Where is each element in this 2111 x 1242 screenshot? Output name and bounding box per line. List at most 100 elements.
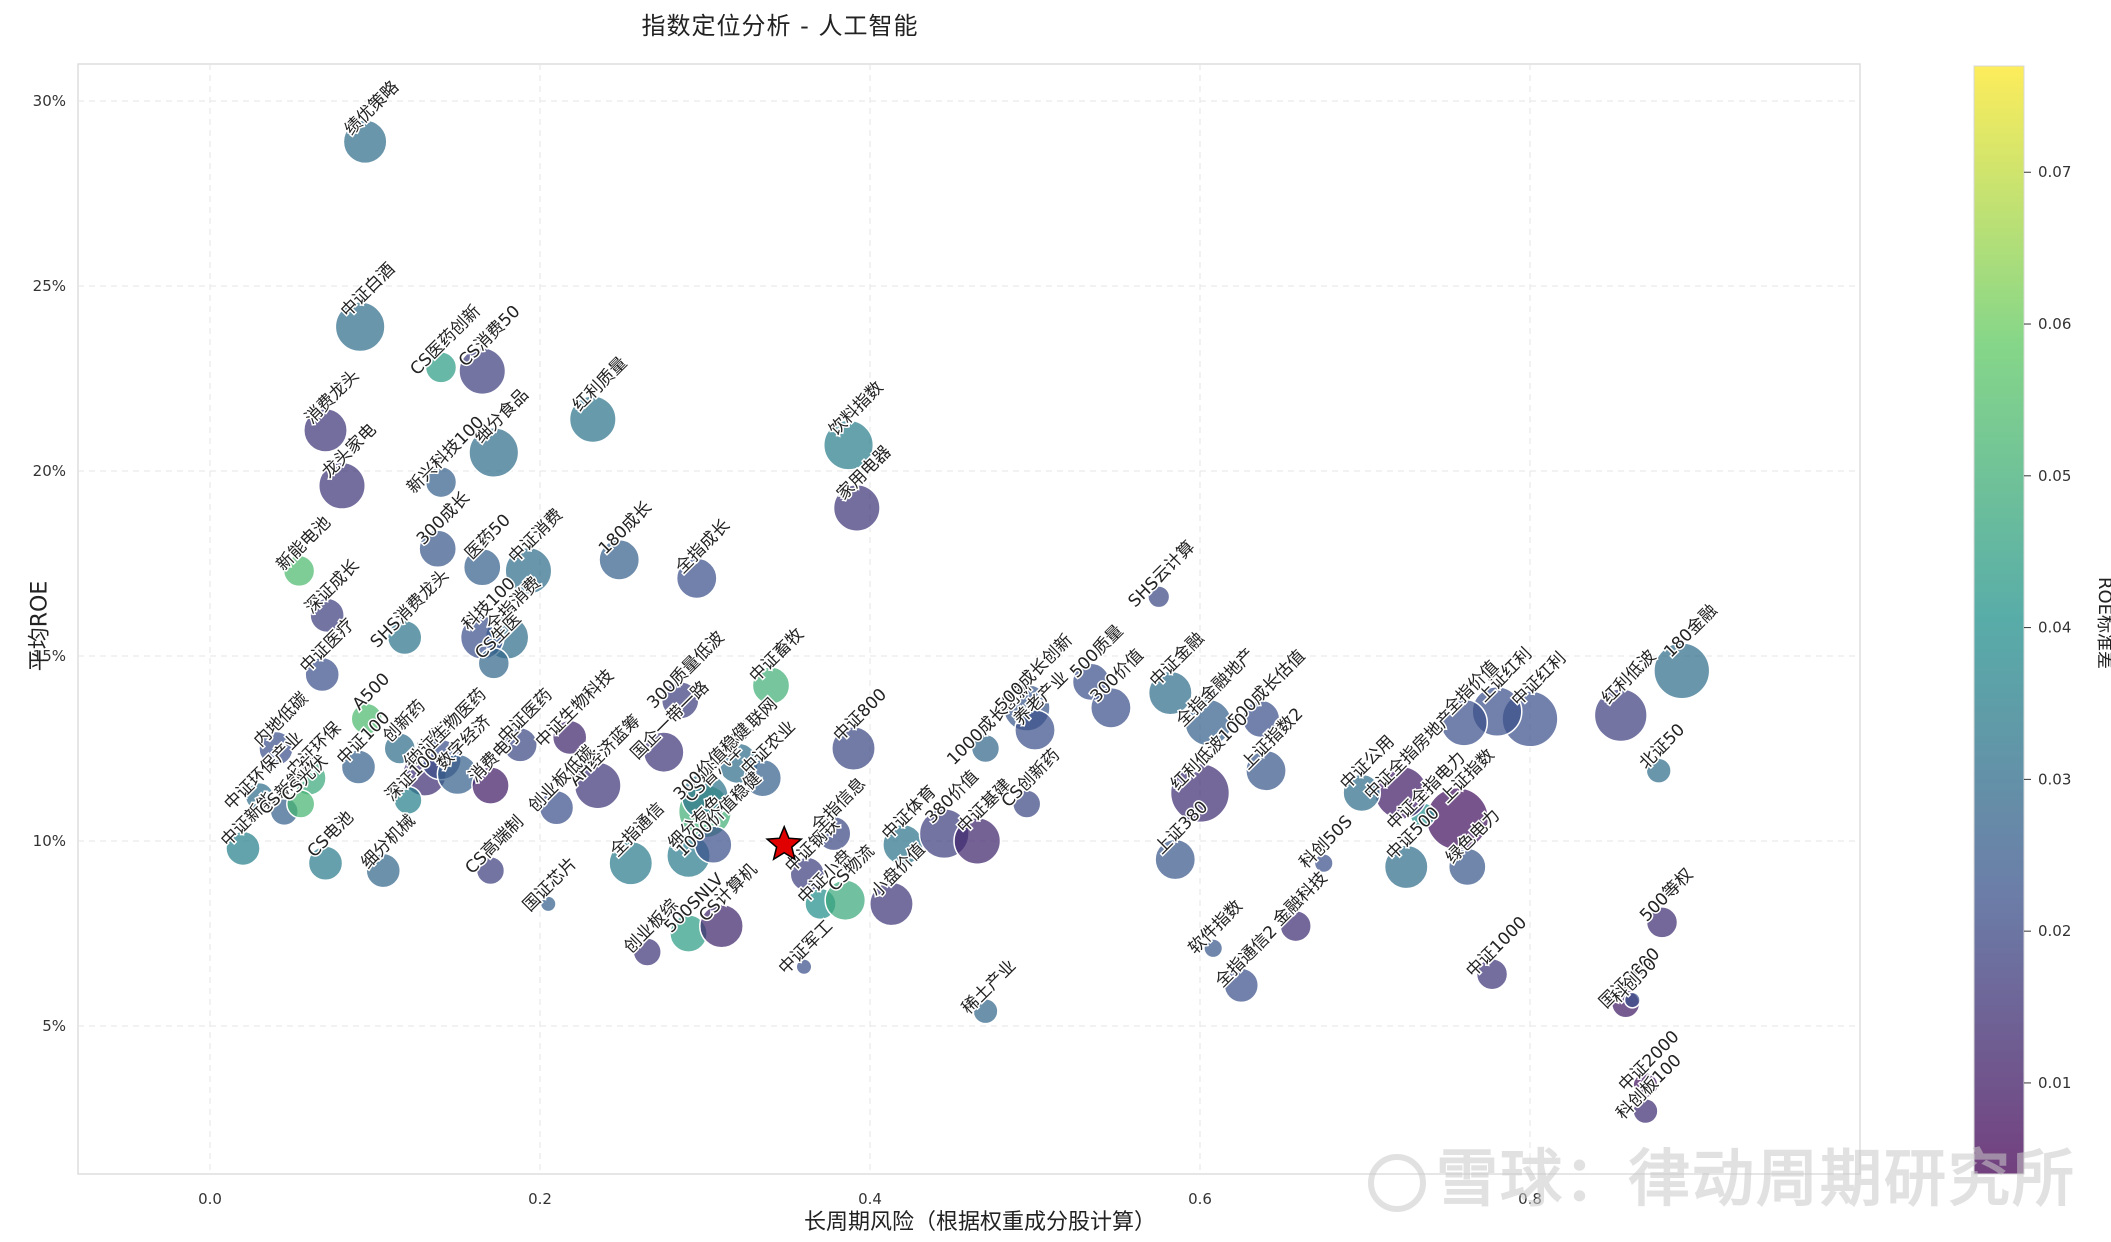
- data-point: [462, 547, 502, 587]
- data-point: [1169, 762, 1231, 824]
- colorbar-tick-label: 0.03: [2038, 770, 2071, 788]
- data-point: [699, 903, 744, 949]
- y-tick-label: 25%: [33, 277, 66, 295]
- data-point: [424, 351, 458, 384]
- x-axis-ticks: 0.0 0.2 0.4 0.6 0.8: [198, 1190, 1542, 1208]
- data-point: [258, 730, 294, 767]
- data-point: [832, 484, 881, 532]
- data-point: [972, 998, 999, 1025]
- data-point: [1090, 686, 1132, 729]
- data-point: [418, 529, 458, 569]
- colorbar-tick-label: 0.02: [2038, 922, 2071, 940]
- data-point: [568, 395, 617, 444]
- data-point: [365, 852, 402, 889]
- colorbar-ticks: 0.01 0.02 0.03 0.04 0.05 0.06 0.07: [2024, 163, 2071, 1092]
- data-point: [1593, 688, 1648, 743]
- colorbar-tick-label: 0.05: [2038, 467, 2071, 485]
- y-tick-label: 15%: [33, 647, 66, 665]
- data-point: [573, 761, 622, 810]
- data-point: [869, 881, 914, 927]
- data-point: [1223, 967, 1260, 1004]
- data-point: [1623, 991, 1641, 1009]
- data-point: [225, 830, 261, 867]
- data-point: [309, 597, 345, 634]
- highlight-star-marker: [765, 824, 804, 861]
- data-point: [831, 726, 876, 771]
- data-point: [318, 461, 366, 510]
- data-point: [477, 647, 511, 680]
- data-point: [681, 772, 729, 821]
- y-tick-label: 30%: [33, 92, 66, 110]
- chart-title: 指数定位分析 - 人工智能: [641, 12, 919, 40]
- data-point: [970, 733, 1001, 764]
- data-point: [1342, 773, 1382, 813]
- x-tick-label: 0.6: [1188, 1190, 1212, 1208]
- data-point: [303, 407, 348, 453]
- data-point: [1147, 585, 1171, 609]
- data-point: [675, 557, 718, 600]
- data-point: [1645, 757, 1672, 784]
- x-tick-label: 0.4: [858, 1190, 882, 1208]
- data-point: [1203, 938, 1224, 959]
- colorbar-tick-label: 0.07: [2038, 163, 2071, 181]
- data-point: [1245, 749, 1287, 792]
- data-point: [1313, 853, 1334, 874]
- data-point: [1632, 1097, 1659, 1125]
- data-point: [660, 681, 700, 720]
- data-point: [424, 465, 458, 499]
- data-point: [1147, 670, 1193, 716]
- data-point: [1475, 957, 1509, 991]
- x-tick-label: 0.0: [198, 1190, 222, 1208]
- y-axis-label: 平均ROE: [27, 580, 53, 672]
- data-point: [551, 719, 588, 756]
- grid-lines: [78, 64, 1860, 1174]
- data-point: [1645, 906, 1679, 939]
- data-point: [1014, 709, 1056, 751]
- colorbar-tick-label: 0.04: [2038, 619, 2071, 637]
- data-point: [824, 879, 867, 922]
- data-point: [350, 702, 383, 736]
- data-point: [286, 789, 316, 819]
- data-point: [815, 815, 852, 852]
- data-point: [502, 727, 539, 763]
- data-point: [334, 301, 386, 353]
- data-point: [504, 546, 553, 595]
- colorbar-gradient: [1973, 65, 2025, 1175]
- data-point: [632, 937, 662, 967]
- data-point: [282, 554, 316, 588]
- data-point: [642, 731, 685, 774]
- data-point: [743, 758, 783, 798]
- data-point: [307, 845, 344, 882]
- data-point: [539, 895, 557, 913]
- data-point: [393, 785, 423, 815]
- data-point: [795, 958, 813, 976]
- data-point: [751, 666, 791, 705]
- colorbar-tick-label: 0.06: [2038, 315, 2071, 333]
- data-point: [1012, 789, 1042, 819]
- data-point: [823, 419, 875, 471]
- y-tick-label: 20%: [33, 462, 66, 480]
- data-point: [386, 619, 423, 656]
- data-point: [953, 817, 1002, 865]
- data-point: [538, 789, 575, 826]
- data-point: [1653, 642, 1711, 700]
- data-point: [342, 119, 388, 165]
- data-point: [1383, 844, 1429, 890]
- x-axis-label: 长周期风险（根据权重成分股计算）: [803, 1210, 1156, 1235]
- data-point: [383, 732, 416, 765]
- data-point: [608, 840, 654, 886]
- data-point: [475, 855, 506, 886]
- data-point: [1241, 699, 1281, 739]
- highlight-star: [765, 824, 804, 861]
- data-point: [340, 749, 377, 785]
- data-point: [468, 426, 520, 479]
- data-point: [1632, 1072, 1659, 1099]
- y-tick-label: 10%: [33, 832, 66, 850]
- data-point: [1279, 909, 1312, 943]
- colorbar-label: ROE标准差: [2094, 576, 2111, 670]
- y-axis-ticks: 5% 10% 15% 20% 25% 30%: [33, 92, 66, 1035]
- snowball-logo-icon: [1368, 1153, 1426, 1212]
- data-point: [1184, 698, 1233, 747]
